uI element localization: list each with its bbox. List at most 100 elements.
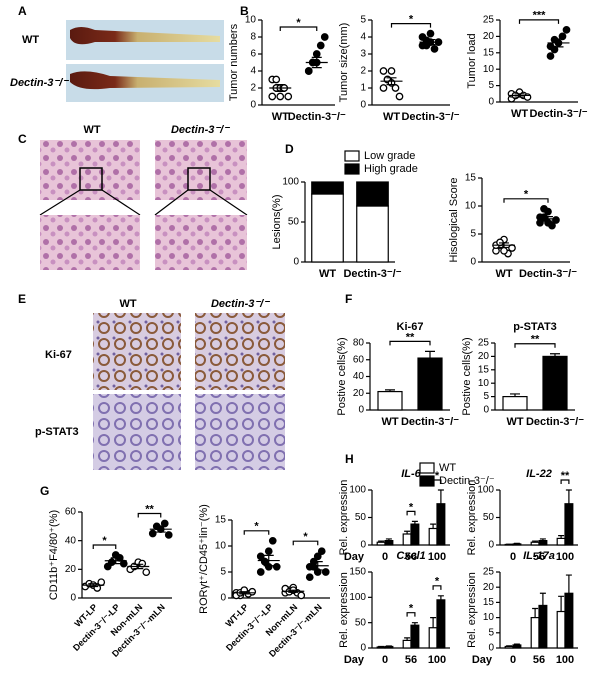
y-axis-label: Rel. expression <box>466 480 478 556</box>
y-tick-label: 80 <box>353 338 365 349</box>
x-tick-label: Dectin-3⁻/⁻ <box>343 268 401 280</box>
y-tick-label: 10 <box>483 612 495 623</box>
bar <box>384 539 394 546</box>
y-tick-label: 20 <box>483 31 495 42</box>
legend-swatch <box>419 462 435 474</box>
y-tick-label: 8 <box>250 32 256 43</box>
chart-title: Cxcl1 <box>396 550 425 562</box>
y-tick-label: 40 <box>65 535 77 546</box>
significance-bracket <box>279 26 318 31</box>
data-point <box>379 84 388 92</box>
error-bar <box>558 595 565 612</box>
y-tick-label: 50 <box>355 617 367 628</box>
x-tick-label: 100 <box>428 654 446 666</box>
y-tick-label: 25 <box>483 15 495 26</box>
y-tick-label: 4 <box>250 66 256 77</box>
bar <box>538 539 548 546</box>
error-bar <box>430 617 437 628</box>
panel-letter: G <box>40 484 49 498</box>
significance-bracket <box>514 343 556 348</box>
x-tick-label: WT <box>511 108 528 120</box>
y-tick-label: 100 <box>477 485 494 496</box>
significance-label: * <box>409 14 414 26</box>
image-label: WT <box>83 124 100 136</box>
x-tick-label: WT <box>319 268 336 280</box>
y-tick-label: 0 <box>360 643 366 654</box>
data-point <box>97 578 106 587</box>
x-tick-label: 0 <box>510 551 516 563</box>
data-point <box>142 568 151 577</box>
y-tick-label: 20 <box>353 388 365 399</box>
zoom-box <box>79 167 103 191</box>
error-bar <box>513 643 520 645</box>
bar <box>436 599 446 649</box>
y-axis-label: Postive cells(%) <box>336 337 348 415</box>
data-point <box>379 67 388 75</box>
image-label: WT <box>119 298 136 310</box>
significance-bracket <box>560 479 570 484</box>
y-axis-label: Tumor size(mm) <box>338 23 350 103</box>
histology-image <box>40 215 140 270</box>
histology-image <box>155 140 247 200</box>
data-point <box>546 52 555 60</box>
y-tick-label: 0 <box>293 257 299 268</box>
data-point <box>540 204 548 213</box>
data-point <box>119 559 128 568</box>
image-label: Ki-67 <box>45 349 72 361</box>
error-bar <box>565 489 572 504</box>
y-tick-label: 10 <box>215 541 227 552</box>
significance-bracket <box>518 19 560 24</box>
x-tick-label: WT <box>383 111 400 123</box>
y-tick-label: 10 <box>245 15 257 26</box>
panel-letter: C <box>18 132 27 146</box>
significance-bracket <box>389 340 431 346</box>
data-point <box>264 547 273 556</box>
data-point <box>93 584 102 592</box>
y-tick-label: 0 <box>250 100 256 111</box>
y-tick-label: 25 <box>478 338 490 349</box>
x-tick-label: WT <box>506 416 523 428</box>
y-tick-label: 15 <box>465 173 477 184</box>
significance-label: *** <box>533 10 547 22</box>
bar <box>530 616 540 649</box>
x-tick-label: 56 <box>533 551 545 563</box>
y-tick-label: 15 <box>478 364 490 375</box>
y-tick-label: 0 <box>488 643 494 654</box>
chart-title: Ki-67 <box>397 321 424 333</box>
data-point <box>272 562 281 571</box>
y-tick-label: 100 <box>349 485 366 496</box>
data-point <box>317 547 326 556</box>
data-point <box>256 552 265 561</box>
y-tick-label: 0 <box>360 540 366 551</box>
error-bar <box>404 637 411 641</box>
error-bar <box>532 607 539 618</box>
data-point <box>426 29 435 38</box>
significance-label: * <box>254 521 259 533</box>
x-tick-label: 56 <box>405 654 417 666</box>
bar <box>564 503 574 546</box>
bar <box>564 592 574 649</box>
y-axis-label: RORγt⁺/CD45⁺lin⁻(%) <box>198 504 210 614</box>
x-axis-label: Day <box>472 654 493 666</box>
data-point <box>387 67 396 75</box>
error-bar <box>311 56 322 69</box>
bar <box>376 541 386 546</box>
y-axis-label: Hisological Score <box>448 178 460 263</box>
error-bar <box>539 592 546 606</box>
y-tick-label: 100 <box>349 592 366 603</box>
legend-label: WT <box>439 462 456 474</box>
panel-letter: E <box>18 292 26 306</box>
data-point <box>284 92 293 101</box>
bar-segment <box>356 181 389 207</box>
error-bar <box>565 574 572 594</box>
legend-label: High grade <box>364 163 418 175</box>
bar <box>556 610 566 649</box>
data-point <box>297 591 306 600</box>
significance-label: ** <box>531 334 540 346</box>
significance-label: * <box>524 189 529 201</box>
error-bar <box>532 540 539 543</box>
data-point <box>430 45 439 53</box>
significance-label: * <box>409 501 414 513</box>
data-point <box>546 42 555 51</box>
significance-bracket <box>503 198 549 203</box>
